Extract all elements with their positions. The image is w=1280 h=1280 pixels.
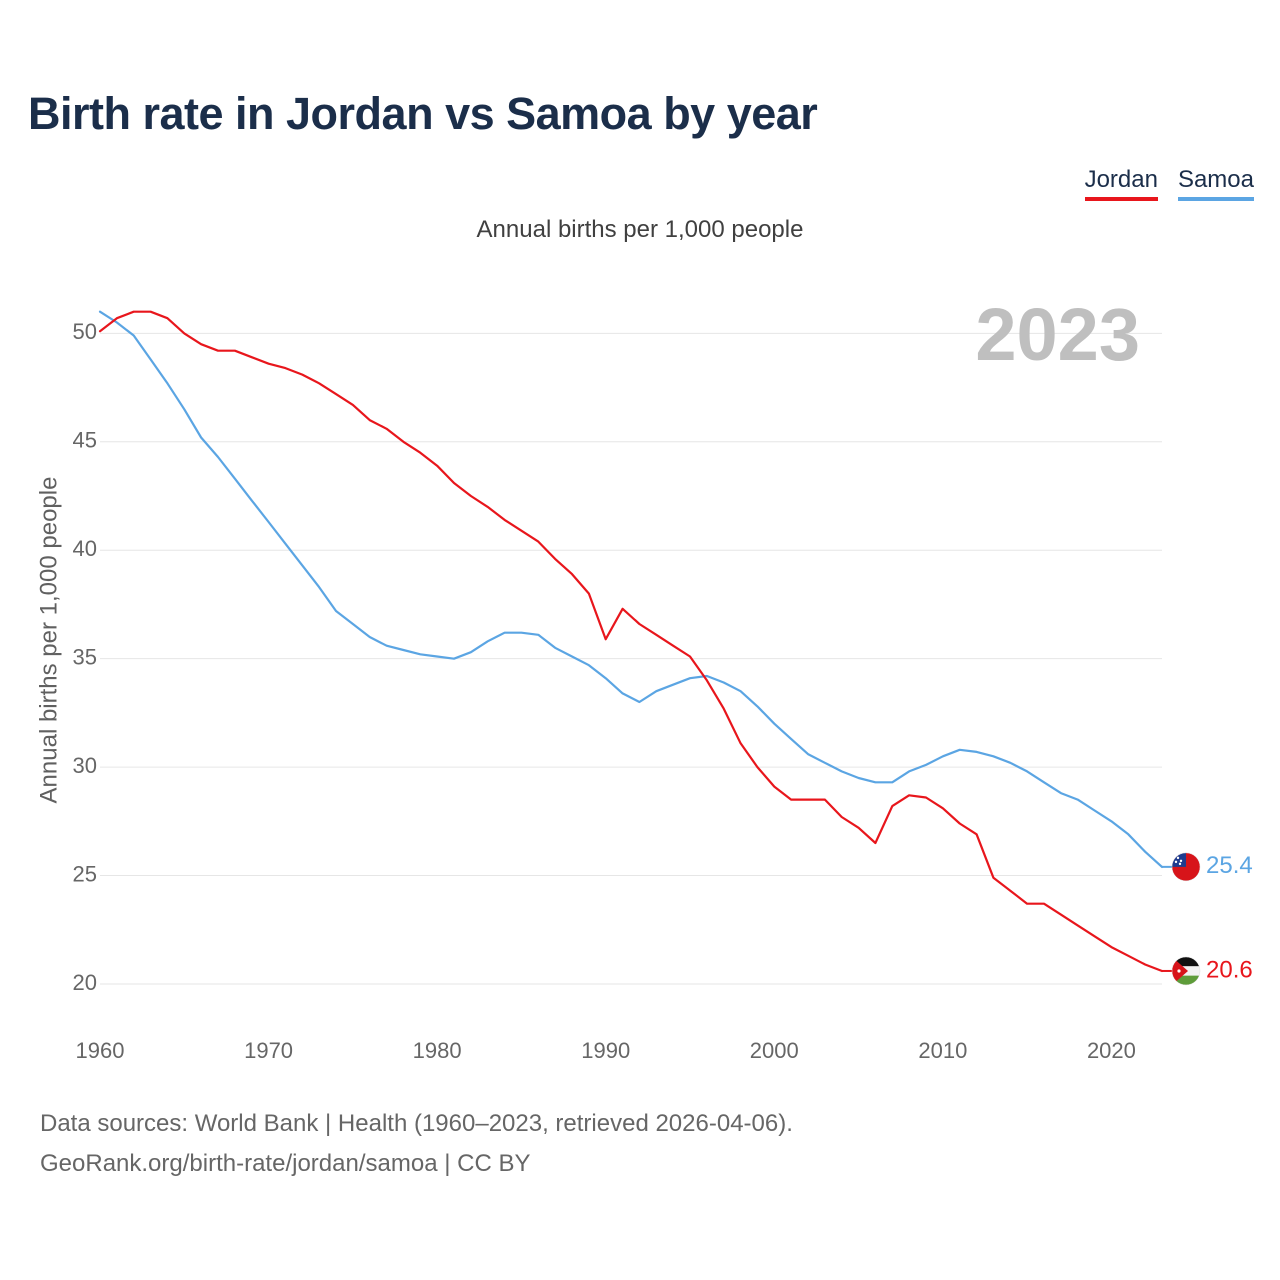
- flag-outline: [1171, 852, 1201, 882]
- x-tick-1970: 1970: [244, 1038, 293, 1063]
- end-label-jordan: 20.6: [1206, 956, 1253, 983]
- x-tick-1990: 1990: [581, 1038, 630, 1063]
- flag-samoa-icon: [1171, 852, 1201, 882]
- legend-item-samoa[interactable]: Samoa: [1177, 166, 1254, 201]
- flag-samoa-star-0: [1176, 856, 1180, 860]
- x-tick-2010: 2010: [918, 1038, 967, 1063]
- x-tick-2020: 2020: [1087, 1038, 1136, 1063]
- chart-title: Birth rate in Jordan vs Samoa by year: [28, 88, 818, 139]
- x-tick-1980: 1980: [413, 1038, 462, 1063]
- flag-jordan-black: [1172, 956, 1200, 967]
- y-axis-label: Annual births per 1,000 people: [35, 477, 62, 804]
- x-tick-1960: 1960: [76, 1038, 125, 1063]
- flag-outline: [1171, 956, 1201, 986]
- gridlines: [100, 332, 1162, 985]
- legend: Jordan Samoa: [1084, 166, 1254, 201]
- y-tick-25: 25: [73, 861, 97, 886]
- series-line-samoa: [98, 310, 1164, 869]
- end-label-samoa: 25.4: [1206, 852, 1253, 879]
- flag-jordan-star: [1177, 969, 1181, 973]
- chart-subtitle: Annual births per 1,000 people: [476, 216, 804, 243]
- y-tick-35: 35: [73, 644, 97, 669]
- y-tick-20: 20: [73, 970, 97, 995]
- y-tick-40: 40: [73, 536, 97, 561]
- flag-samoa-star-1: [1179, 859, 1183, 863]
- y-tick-30: 30: [73, 753, 97, 778]
- flag-jordan-icon: [1171, 956, 1201, 986]
- x-tick-labels: 1960 1970 1980 1990 2000 2010 2020: [76, 1038, 1136, 1063]
- year-label: 2023: [975, 293, 1140, 376]
- footer-sources: Data sources: World Bank | Health (1960–…: [40, 1110, 793, 1137]
- footer: Data sources: World Bank | Health (1960–…: [40, 1104, 793, 1184]
- end-markers: 20.6 25.4: [1162, 852, 1253, 986]
- footer-attribution[interactable]: GeoRank.org/birth-rate/jordan/samoa | CC…: [40, 1150, 531, 1177]
- flag-samoa-star-3: [1178, 862, 1182, 866]
- x-tick-2000: 2000: [750, 1038, 799, 1063]
- y-tick-labels: 20 25 30 35 40 45 50: [73, 319, 97, 995]
- series-lines: [98, 310, 1164, 973]
- series-line-jordan: [98, 310, 1164, 973]
- flag-jordan-body: [1172, 956, 1200, 985]
- flag-samoa-star-2: [1174, 860, 1178, 864]
- legend-item-jordan[interactable]: Jordan: [1084, 166, 1158, 201]
- y-tick-45: 45: [73, 428, 97, 453]
- y-tick-50: 50: [73, 319, 97, 344]
- flag-jordan-green: [1172, 975, 1200, 985]
